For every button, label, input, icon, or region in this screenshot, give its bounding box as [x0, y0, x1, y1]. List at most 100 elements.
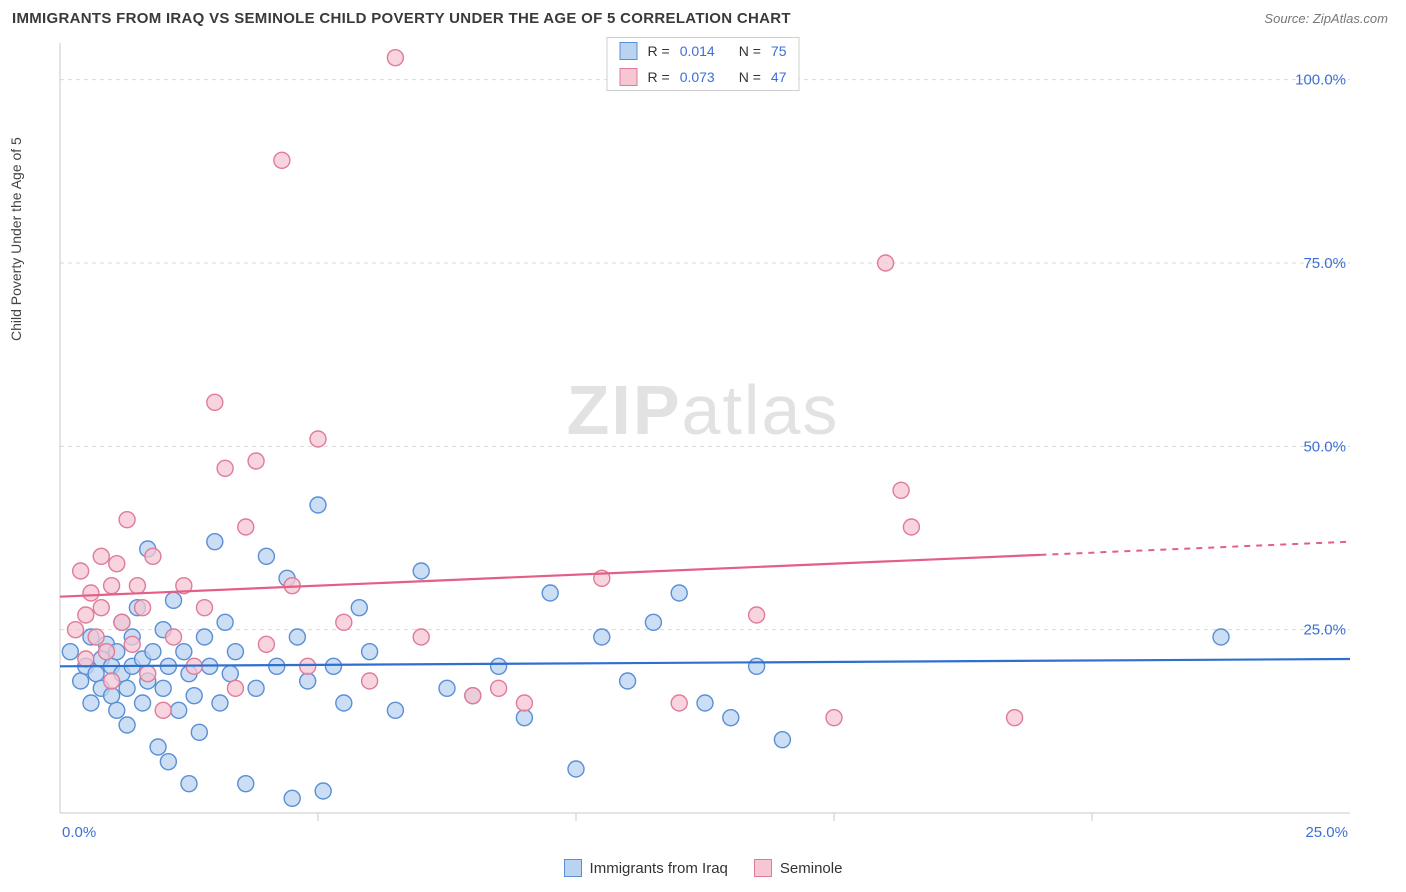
stat-r-value: 0.073 [680, 69, 715, 85]
title-bar: IMMIGRANTS FROM IRAQ VS SEMINOLE CHILD P… [0, 0, 1406, 33]
data-point [336, 695, 352, 711]
stat-row: R = 0.014 N = 75 [608, 38, 799, 64]
data-point [413, 563, 429, 579]
data-point [362, 673, 378, 689]
data-point [568, 761, 584, 777]
data-point [310, 431, 326, 447]
data-point [274, 152, 290, 168]
chart-area: Child Poverty Under the Age of 5 ZIPatla… [10, 33, 1396, 853]
data-point [620, 673, 636, 689]
data-point [222, 666, 238, 682]
legend-swatch [564, 859, 582, 877]
data-point [465, 688, 481, 704]
data-point [124, 636, 140, 652]
data-point [119, 717, 135, 733]
stat-r-label: R = [648, 69, 670, 85]
data-point [439, 680, 455, 696]
data-point [315, 783, 331, 799]
data-point [248, 453, 264, 469]
data-point [387, 50, 403, 66]
data-point [325, 658, 341, 674]
correlation-stats-box: R = 0.014N = 75R = 0.073N = 47 [607, 37, 800, 91]
data-point [310, 497, 326, 513]
stat-r-label: R = [648, 43, 670, 59]
data-point [67, 622, 83, 638]
data-point [227, 680, 243, 696]
data-point [191, 724, 207, 740]
data-point [62, 644, 78, 660]
source-credit: Source: ZipAtlas.com [1264, 11, 1388, 26]
data-point [300, 673, 316, 689]
y-tick-label: 100.0% [1295, 72, 1346, 89]
data-point [1213, 629, 1229, 645]
legend-item: Seminole [754, 859, 843, 877]
legend-label: Seminole [780, 860, 843, 877]
data-point [697, 695, 713, 711]
data-point [145, 644, 161, 660]
data-point [491, 658, 507, 674]
data-point [196, 629, 212, 645]
data-point [155, 702, 171, 718]
data-point [903, 519, 919, 535]
data-point [104, 673, 120, 689]
data-point [129, 578, 145, 594]
data-point [893, 482, 909, 498]
data-point [542, 585, 558, 601]
data-point [671, 585, 687, 601]
data-point [119, 680, 135, 696]
data-point [258, 636, 274, 652]
x-tick-label: 25.0% [1305, 824, 1348, 841]
y-tick-label: 75.0% [1303, 255, 1346, 272]
data-point [73, 673, 89, 689]
data-point [171, 702, 187, 718]
data-point [140, 666, 156, 682]
stat-r-value: 0.014 [680, 43, 715, 59]
data-point [1007, 710, 1023, 726]
data-point [160, 754, 176, 770]
data-point [387, 702, 403, 718]
stat-n-label: N = [739, 69, 761, 85]
data-point [749, 658, 765, 674]
data-point [749, 607, 765, 623]
data-point [594, 629, 610, 645]
data-point [774, 732, 790, 748]
data-point [155, 680, 171, 696]
chart-title: IMMIGRANTS FROM IRAQ VS SEMINOLE CHILD P… [12, 10, 791, 27]
y-tick-label: 25.0% [1303, 622, 1346, 639]
scatter-chart: 25.0%50.0%75.0%100.0%0.0%25.0% [10, 33, 1390, 853]
data-point [114, 614, 130, 630]
data-point [238, 776, 254, 792]
data-point [109, 702, 125, 718]
data-point [217, 460, 233, 476]
legend-bottom: Immigrants from Iraq Seminole [0, 859, 1406, 877]
data-point [93, 548, 109, 564]
data-point [135, 600, 151, 616]
data-point [196, 600, 212, 616]
data-point [166, 592, 182, 608]
data-point [826, 710, 842, 726]
data-point [284, 790, 300, 806]
data-point [207, 534, 223, 550]
data-point [145, 548, 161, 564]
data-point [135, 695, 151, 711]
data-point [336, 614, 352, 630]
y-tick-label: 50.0% [1303, 438, 1346, 455]
series-swatch [620, 42, 638, 60]
stat-n-value: 75 [771, 43, 787, 59]
data-point [181, 776, 197, 792]
legend-label: Immigrants from Iraq [590, 860, 728, 877]
y-axis-label: Child Poverty Under the Age of 5 [8, 137, 24, 341]
data-point [413, 629, 429, 645]
data-point [645, 614, 661, 630]
stat-n-label: N = [739, 43, 761, 59]
data-point [73, 563, 89, 579]
data-point [362, 644, 378, 660]
data-point [212, 695, 228, 711]
series-swatch [620, 68, 638, 86]
data-point [351, 600, 367, 616]
data-point [176, 644, 192, 660]
data-point [258, 548, 274, 564]
data-point [88, 666, 104, 682]
data-point [516, 710, 532, 726]
source-name: ZipAtlas.com [1313, 11, 1388, 26]
